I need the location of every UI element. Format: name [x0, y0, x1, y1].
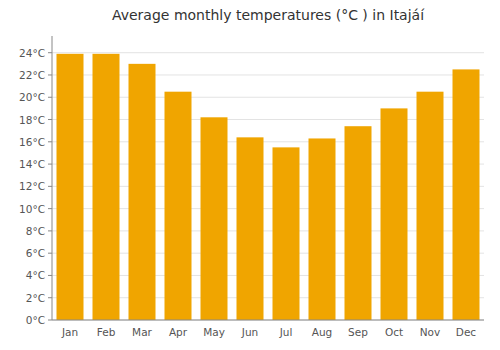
tick-label: 24°C	[19, 47, 45, 59]
category-label: Jun	[241, 326, 258, 338]
category-label: Jul	[279, 326, 293, 338]
category-label: Sep	[348, 326, 368, 338]
bar	[165, 92, 192, 320]
category-label: Oct	[385, 326, 403, 338]
category-label: Nov	[420, 326, 441, 338]
tick-mark	[48, 320, 52, 321]
bar	[417, 92, 444, 320]
tick-label: 18°C	[19, 114, 45, 126]
tick-mark	[48, 52, 52, 53]
y-axis-line	[52, 36, 53, 320]
tick-mark	[48, 253, 52, 254]
bar	[309, 138, 336, 320]
category-label: Feb	[97, 326, 116, 338]
bar	[237, 137, 264, 320]
category-label: Aug	[312, 326, 333, 338]
bar	[93, 54, 120, 320]
bar	[453, 69, 480, 320]
tick-label: 16°C	[19, 136, 45, 148]
tick-label: 22°C	[19, 69, 45, 81]
tick-mark	[48, 141, 52, 142]
tick-mark	[48, 230, 52, 231]
category-label: Apr	[169, 326, 188, 338]
tick-mark	[48, 208, 52, 209]
tick-mark	[48, 164, 52, 165]
tick-label: 12°C	[19, 180, 45, 192]
category-label: Jan	[61, 326, 78, 338]
tick-mark	[48, 297, 52, 298]
bar	[345, 126, 372, 320]
tick-mark	[48, 74, 52, 75]
grid-line	[52, 320, 484, 321]
grid	[52, 53, 484, 320]
category-label: May	[203, 326, 225, 338]
tick-mark	[48, 119, 52, 120]
x-axis-line	[52, 320, 484, 321]
y-axis: 0°C 2°C 4°C 6°C 8°C 10°C 12°C 14°C 16°C 18°C 20°C 2…	[19, 47, 52, 326]
chart: Average monthly temperatures (°C ) in It…	[0, 0, 500, 350]
tick-label: 10°C	[19, 203, 45, 215]
bar	[273, 147, 300, 320]
bar	[57, 54, 84, 320]
bar	[201, 117, 228, 320]
tick-label: 2°C	[26, 292, 45, 304]
x-axis: Jan Feb Mar Apr May Jun Jul Aug Sep Oct Nov Dec	[61, 326, 476, 338]
tick-label: 14°C	[19, 158, 45, 170]
tick-label: 0°C	[26, 314, 45, 326]
tick-label: 6°C	[26, 247, 45, 259]
bar	[129, 64, 156, 320]
bars	[57, 54, 480, 320]
tick-mark	[48, 186, 52, 187]
tick-label: 4°C	[26, 269, 45, 281]
tick-label: 20°C	[19, 91, 45, 103]
category-label: Mar	[132, 326, 152, 338]
grid-line	[52, 52, 484, 53]
tick-mark	[48, 97, 52, 98]
category-label: Dec	[456, 326, 477, 338]
title: Average monthly temperatures (°C ) in It…	[112, 7, 425, 23]
tick-mark	[48, 275, 52, 276]
bar	[381, 108, 408, 320]
tick-label: 8°C	[26, 225, 45, 237]
